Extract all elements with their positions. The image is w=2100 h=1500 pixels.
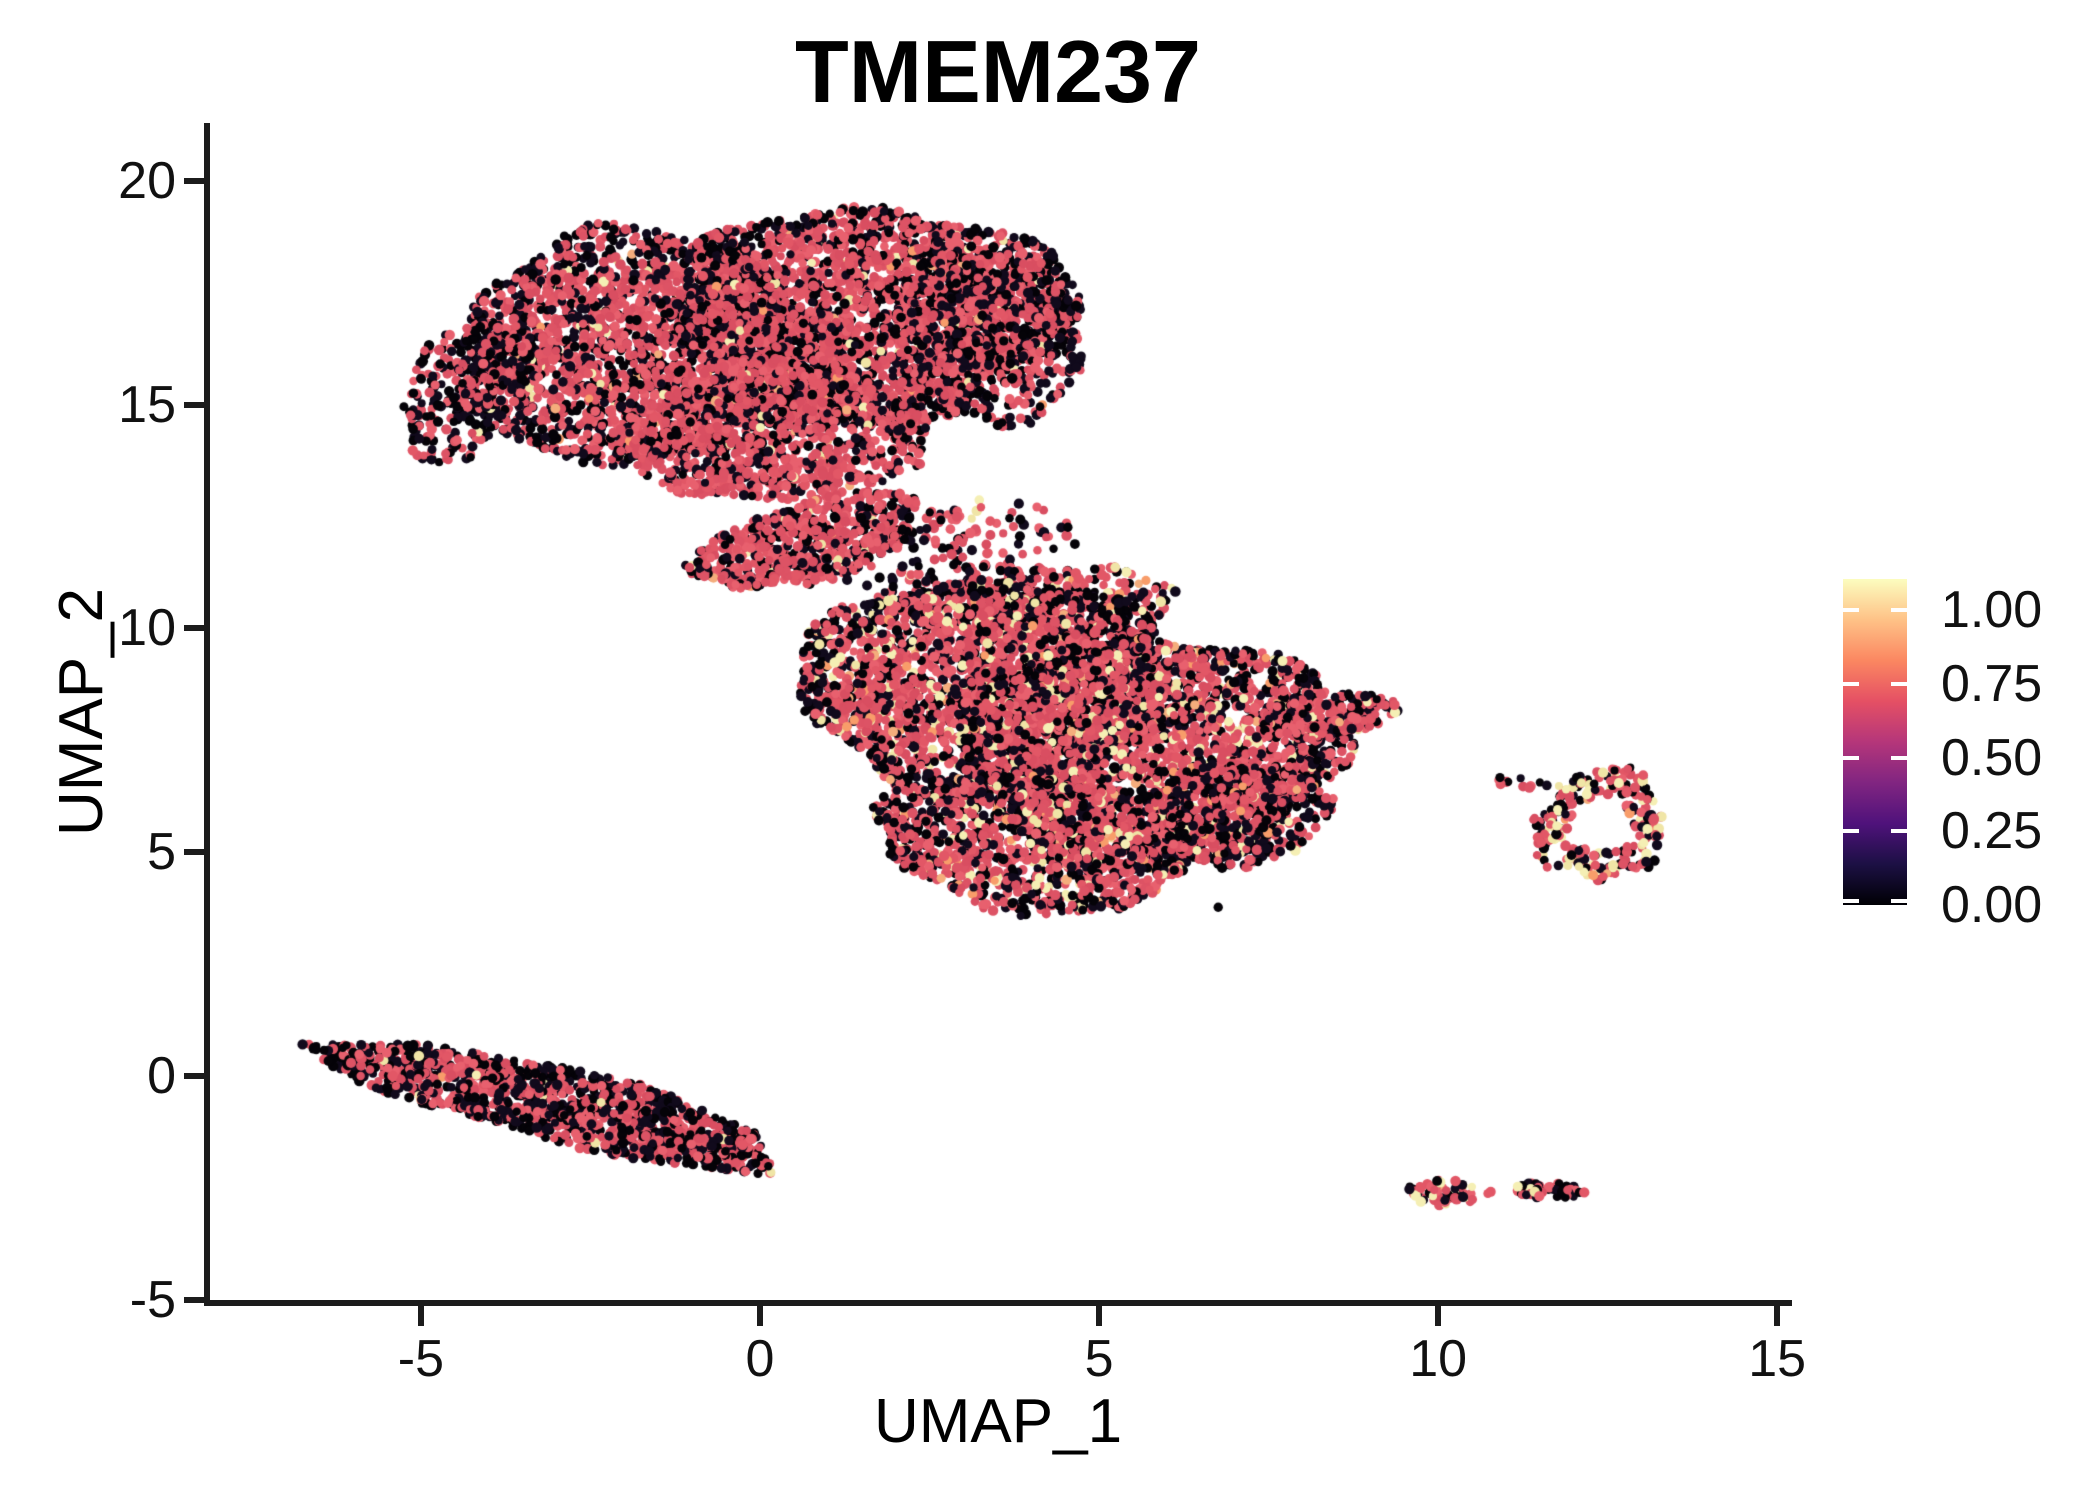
x-tick-mark (1096, 1306, 1103, 1326)
y-tick-mark (184, 625, 204, 632)
colorbar-tick-label: 0.75 (1941, 654, 2043, 713)
y-tick-mark (184, 1297, 204, 1303)
colorbar-tick-mark (1891, 681, 1907, 686)
colorbar-tick-label: 0.00 (1941, 876, 2043, 934)
colorbar-tick-mark (1843, 899, 1859, 903)
y-axis-title: UMAP_2 (47, 587, 116, 837)
umap-scatter-canvas (210, 123, 1786, 1300)
colorbar-tick-label: 0.50 (1941, 728, 2043, 787)
x-tick-label: -5 (397, 1330, 445, 1388)
y-tick-mark (184, 177, 204, 184)
x-tick-label: 0 (745, 1330, 775, 1388)
y-tick-label: 20 (118, 151, 176, 210)
y-axis-line (204, 123, 210, 1306)
y-tick-mark (184, 1073, 204, 1080)
colorbar-tick-mark (1843, 755, 1859, 760)
x-tick-label: 15 (1748, 1330, 1807, 1388)
colorbar-tick-mark (1891, 608, 1907, 613)
colorbar-tick-mark (1891, 899, 1907, 903)
x-tick-mark (417, 1306, 424, 1326)
x-axis-line (204, 1300, 1792, 1306)
y-tick-label: 10 (118, 599, 176, 658)
x-tick-mark (1435, 1306, 1442, 1326)
x-tick-mark (1774, 1306, 1781, 1326)
colorbar-tick-label: 1.00 (1941, 581, 2043, 640)
y-tick-label: 15 (118, 375, 176, 434)
x-tick-label: 5 (1084, 1330, 1114, 1388)
y-tick-label: 5 (147, 823, 176, 882)
colorbar-gradient (1843, 579, 1907, 905)
x-tick-label: 10 (1409, 1330, 1468, 1388)
colorbar-tick-mark (1891, 829, 1907, 834)
plot-title: TMEM237 (795, 22, 1201, 121)
plot-panel (210, 123, 1786, 1300)
y-tick-mark (184, 401, 204, 408)
y-tick-mark (184, 849, 204, 856)
y-tick-label: -5 (129, 1271, 176, 1329)
x-tick-mark (756, 1306, 763, 1326)
colorbar-tick-mark (1843, 608, 1859, 613)
y-tick-label: 0 (147, 1047, 176, 1106)
x-axis-title: UMAP_1 (873, 1387, 1123, 1456)
colorbar-tick-mark (1891, 755, 1907, 760)
colorbar-tick-label: 0.25 (1941, 802, 2043, 861)
colorbar-tick-mark (1843, 829, 1859, 834)
colorbar-tick-mark (1843, 681, 1859, 686)
